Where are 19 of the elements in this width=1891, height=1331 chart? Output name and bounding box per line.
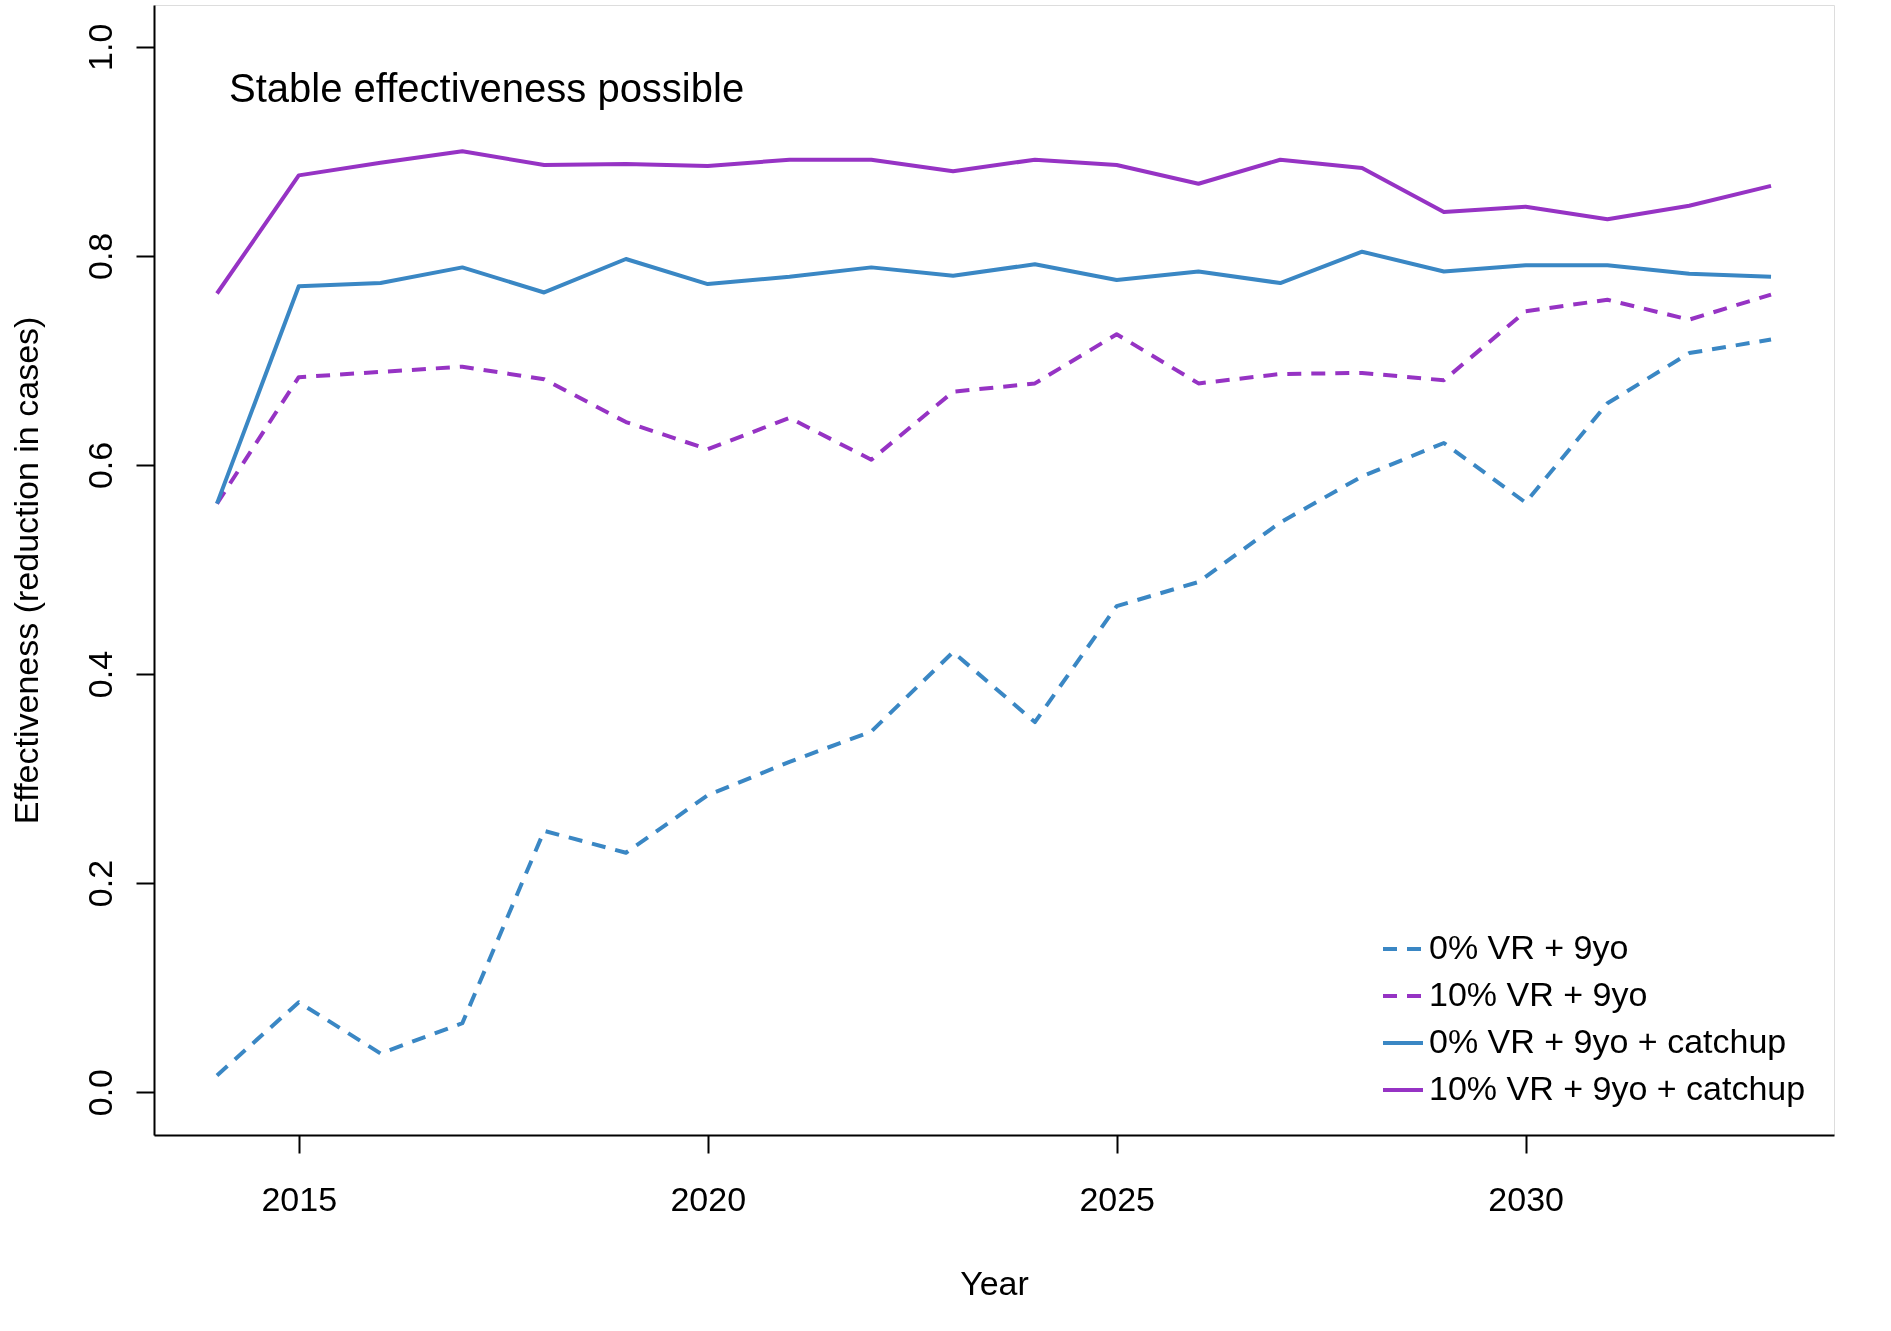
y-axis-title: Effectiveness (reduction in cases) — [6, 316, 45, 825]
x-tick-label: 2025 — [1079, 1179, 1156, 1218]
y-tick-label: 1.0 — [80, 23, 119, 71]
legend-label: 10% VR + 9yo + catchup — [1429, 1069, 1806, 1107]
x-tick-label: 2015 — [261, 1179, 338, 1218]
line-series — [214, 149, 1774, 296]
y-tick-label: 0.8 — [80, 232, 119, 281]
legend-label: 0% VR + 9yo + catchup — [1429, 1022, 1787, 1060]
y-tick-label: 0.2 — [80, 859, 119, 908]
x-tick-label: 2030 — [1488, 1179, 1564, 1218]
y-tick-label: 0.6 — [80, 441, 119, 490]
legend-label: 10% VR + 9yo — [1429, 975, 1648, 1013]
line-series — [214, 249, 1774, 506]
x-tick-label: 2020 — [670, 1179, 747, 1218]
annotation: Stable effectiveness possible — [229, 66, 745, 110]
y-tick-label: 0.0 — [80, 1069, 119, 1117]
x-axis-title: Year — [960, 1263, 1029, 1302]
legend-label: 0% VR + 9yo — [1429, 928, 1629, 966]
y-tick-label: 0.4 — [80, 650, 119, 699]
